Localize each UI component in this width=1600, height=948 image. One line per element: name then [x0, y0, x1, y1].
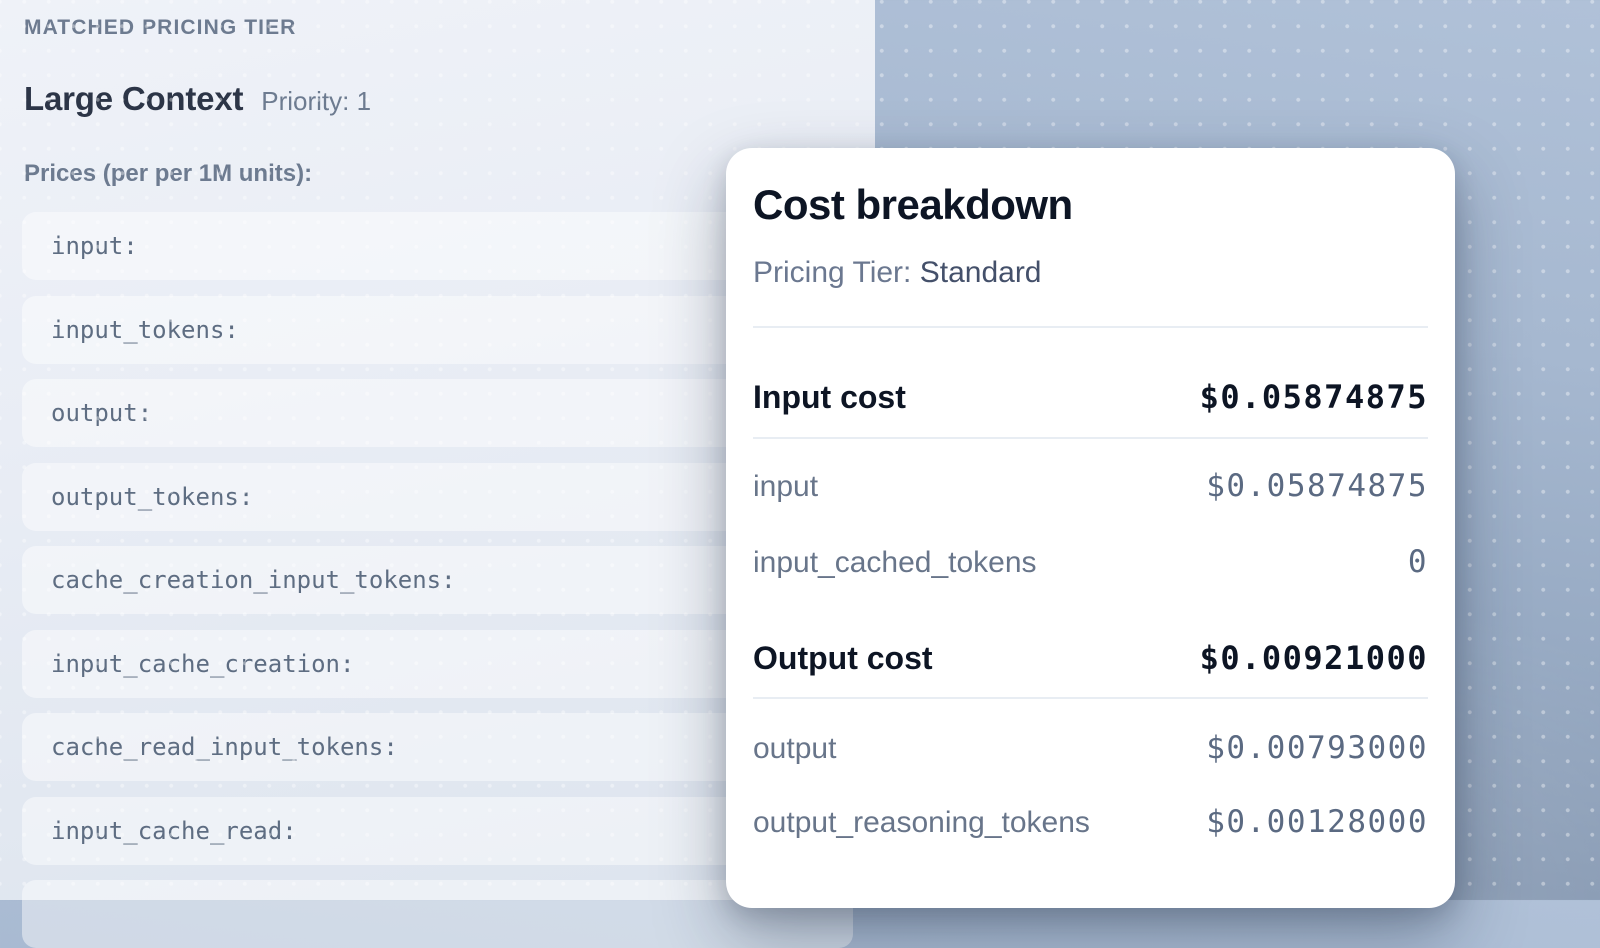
pricing-tier-label: Pricing Tier: — [753, 256, 912, 289]
price-row-cache-creation-input-tokens: cache_creation_input_tokens: — [22, 546, 853, 614]
item-label: output_reasoning_tokens — [753, 805, 1090, 839]
cost-breakdown-card: Cost breakdown Pricing Tier: Standard In… — [726, 148, 1455, 908]
divider — [753, 696, 1428, 699]
price-row-output-tokens: output_tokens: — [22, 463, 853, 531]
output-cost-header-row: Output cost $0.00921000 — [753, 641, 1428, 676]
price-row-output: output: — [22, 379, 853, 447]
price-row-input: input: — [22, 212, 853, 280]
price-row-cache-read-input-tokens: cache_read_input_tokens: — [22, 713, 853, 781]
output-reasoning-tokens-row: output_reasoning_tokens $0.00128000 — [753, 805, 1428, 839]
item-value: $0.00128000 — [1206, 803, 1428, 840]
matched-tier-heading: MATCHED PRICING TIER — [24, 16, 297, 39]
price-row-label: input_cache_creation: — [51, 650, 355, 678]
prices-heading: Prices (per per 1M units): — [24, 160, 313, 187]
item-value: $0.00793000 — [1206, 729, 1428, 766]
divider — [753, 437, 1428, 440]
output-cost-total: $0.00921000 — [1199, 639, 1428, 678]
item-value: 0 — [1407, 544, 1428, 581]
price-row-label: cache_read_input_tokens: — [51, 733, 398, 761]
input-cached-tokens-row: input_cached_tokens 0 — [753, 545, 1428, 579]
output-cost-label: Output cost — [753, 640, 933, 677]
price-row-label: input_tokens: — [51, 316, 239, 344]
item-label: input — [753, 470, 819, 504]
price-row-input-cache-read: input_cache_read: — [22, 797, 853, 865]
price-row-label: input: — [51, 232, 138, 260]
pricing-tier-value: Standard — [919, 256, 1042, 289]
input-item-row: input $0.05874875 — [753, 469, 1428, 503]
pricing-screen: { "left_panel": { "section_label": "MATC… — [0, 0, 1600, 900]
price-row-input-tokens: input_tokens: — [22, 296, 853, 364]
price-row-input-cache-creation: input_cache_creation: — [22, 630, 853, 698]
price-row-label: output_tokens: — [51, 483, 254, 511]
input-cost-total: $0.05874875 — [1199, 378, 1428, 416]
output-item-row: output $0.00793000 — [753, 729, 1428, 766]
tier-line: Large Context Priority: 1 — [24, 80, 371, 118]
item-label: input_cached_tokens — [753, 546, 1037, 580]
price-row-label: cache_creation_input_tokens: — [51, 566, 456, 594]
input-cost-header-row: Input cost $0.05874875 — [753, 378, 1428, 416]
tier-priority: Priority: 1 — [261, 86, 372, 116]
card-title: Cost breakdown — [753, 181, 1073, 228]
item-label: output — [753, 731, 837, 765]
tier-name: Large Context — [24, 80, 244, 117]
price-row-label: input_cache_read: — [51, 817, 297, 845]
divider — [753, 326, 1428, 328]
pricing-tier-subtitle: Pricing Tier: Standard — [753, 258, 1428, 288]
input-cost-label: Input cost — [753, 379, 906, 415]
price-row-label: output: — [51, 399, 153, 427]
item-value: $0.05874875 — [1206, 468, 1428, 505]
